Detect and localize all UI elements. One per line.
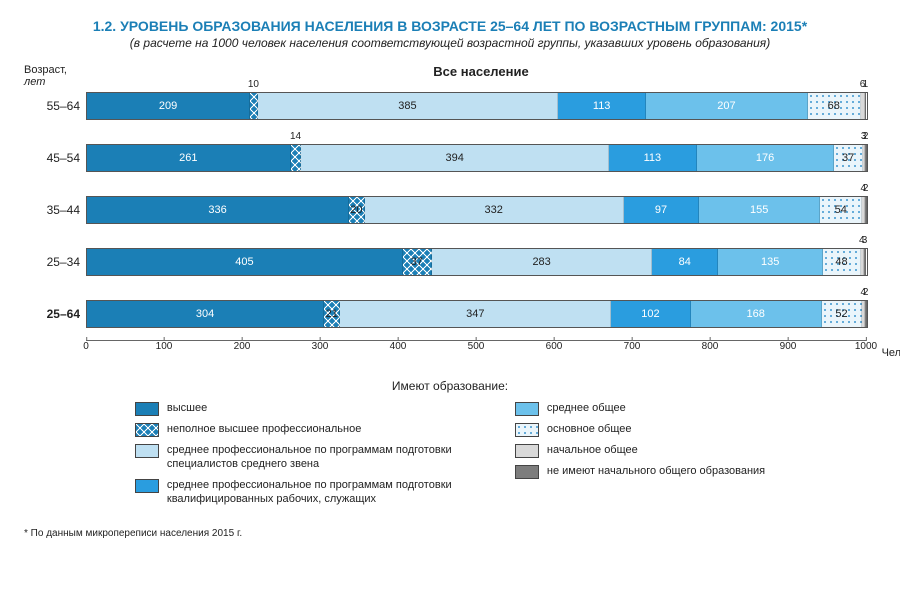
legend-swatch (135, 479, 159, 493)
bar-segment-higher: 405 (87, 249, 403, 275)
legend-label: начальное общее (547, 443, 638, 457)
x-tick: 300 (312, 341, 329, 352)
bar-segment-spo_spec: 332 (365, 197, 624, 223)
legend-swatch (135, 402, 159, 416)
bar-segment-higher: 336 (87, 197, 349, 223)
legend-swatch (515, 465, 539, 479)
bar-segment-incomplete: 21 (324, 301, 340, 327)
legend-item-spo_spec: среднее профессиональное по программам п… (135, 443, 475, 472)
legend-item-incomplete: неполное высшее профессиональное (135, 422, 475, 437)
legend-item-sec_general: среднее общее (515, 401, 765, 416)
bar-segment-sec_general: 168 (691, 301, 822, 327)
row-label: 55–64 (30, 99, 80, 113)
bar-segment-spo_spec: 385 (258, 93, 558, 119)
footnote: * По данным микропереписи населения 2015… (24, 528, 876, 539)
legend-label: среднее профессиональное по программам п… (167, 443, 475, 472)
bar-segment-sec_general: 155 (699, 197, 820, 223)
legend-item-none: не имеют начального общего образования (515, 464, 765, 479)
bar-segment-basic_general: 52 (822, 301, 863, 327)
bar-segment-incomplete: 14 (291, 145, 302, 171)
legend-title: Имеют образование: (24, 379, 876, 393)
row-label: 35–44 (30, 203, 80, 217)
bar-segment-incomplete: 10 (250, 93, 258, 119)
bar-segment-spo_spec: 347 (340, 301, 611, 327)
stacked-bar: 33620332971555442 (86, 196, 868, 224)
chart-subtitle: (в расчете на 1000 человек населения соо… (24, 36, 876, 50)
legend: Имеют образование: высшее неполное высшее… (24, 379, 876, 506)
row-label: 45–54 (30, 151, 80, 165)
stacked-bar: 209103851132076861 (86, 92, 868, 120)
bar-segment-higher: 209 (87, 93, 250, 119)
legend-swatch (515, 423, 539, 437)
row-label: 25–64 (30, 307, 80, 321)
bar-segment-spo_work: 102 (611, 301, 691, 327)
x-tick: 700 (624, 341, 641, 352)
legend-item-spo_work: среднее профессиональное по программам п… (135, 478, 475, 507)
bar-segment-spo_work: 97 (624, 197, 700, 223)
bar-segment-spo_spec: 283 (432, 249, 653, 275)
row-label: 25–34 (30, 255, 80, 269)
x-tick: 0 (83, 341, 89, 352)
legend-label: не имеют начального общего образования (547, 464, 765, 478)
chart-panel-title: Все население (86, 64, 876, 79)
legend-item-higher: высшее (135, 401, 475, 416)
bar-segment-basic_general: 68 (808, 93, 861, 119)
legend-swatch (135, 444, 159, 458)
bar-segment-none: 1 (865, 93, 866, 119)
bar-segment-higher: 261 (87, 145, 291, 171)
x-tick: 500 (468, 341, 485, 352)
x-tick: 1000 (855, 341, 877, 352)
chart-main-title: 1.2. УРОВЕНЬ ОБРАЗОВАНИЯ НАСЕЛЕНИЯ В ВОЗ… (24, 18, 876, 34)
legend-label: основное общее (547, 422, 632, 436)
bar-segment-spo_work: 113 (558, 93, 646, 119)
bar-segment-incomplete: 20 (349, 197, 365, 223)
bar-segment-none: 2 (865, 197, 867, 223)
legend-label: среднее общее (547, 401, 626, 415)
y-axis-label: Возраст, лет (24, 64, 86, 88)
legend-swatch (515, 402, 539, 416)
legend-label: высшее (167, 401, 207, 415)
legend-label: неполное высшее профессиональное (167, 422, 361, 436)
x-tick: 600 (546, 341, 563, 352)
legend-swatch (515, 444, 539, 458)
stacked-bar: 304213471021685242 (86, 300, 868, 328)
legend-item-basic_general: основное общее (515, 422, 765, 437)
bar-segment-incomplete: 37 (403, 249, 432, 275)
legend-label: среднее профессиональное по программам п… (167, 478, 475, 507)
x-axis: Человек 01002003004005006007008009001000 (86, 340, 866, 361)
x-tick: 800 (702, 341, 719, 352)
bar-segment-basic_general: 48 (823, 249, 860, 275)
x-tick: 100 (156, 341, 173, 352)
bar-segment-none: 2 (865, 301, 867, 327)
x-tick: 200 (234, 341, 251, 352)
legend-swatch (135, 423, 159, 437)
x-tick: 900 (780, 341, 797, 352)
stacked-bar: 261143941131763732 (86, 144, 868, 172)
x-tick: 400 (390, 341, 407, 352)
bar-segment-spo_work: 113 (609, 145, 697, 171)
bar-segment-sec_general: 176 (697, 145, 834, 171)
bar-segment-none: 3 (864, 249, 866, 275)
bar-segment-sec_general: 135 (718, 249, 823, 275)
bar-segment-sec_general: 207 (646, 93, 807, 119)
bar-segment-spo_spec: 394 (301, 145, 608, 171)
bar-segment-none: 2 (865, 145, 867, 171)
x-axis-label: Человек (882, 347, 900, 359)
bar-segment-basic_general: 54 (820, 197, 862, 223)
bar-segment-spo_work: 84 (652, 249, 718, 275)
stacked-bar: 40537283841354843 (86, 248, 868, 276)
legend-item-primary: начальное общее (515, 443, 765, 458)
stacked-bar-chart: 55–6420910385113207686145–54261143941131… (86, 88, 876, 361)
bar-segment-higher: 304 (87, 301, 324, 327)
bar-segment-basic_general: 37 (834, 145, 863, 171)
